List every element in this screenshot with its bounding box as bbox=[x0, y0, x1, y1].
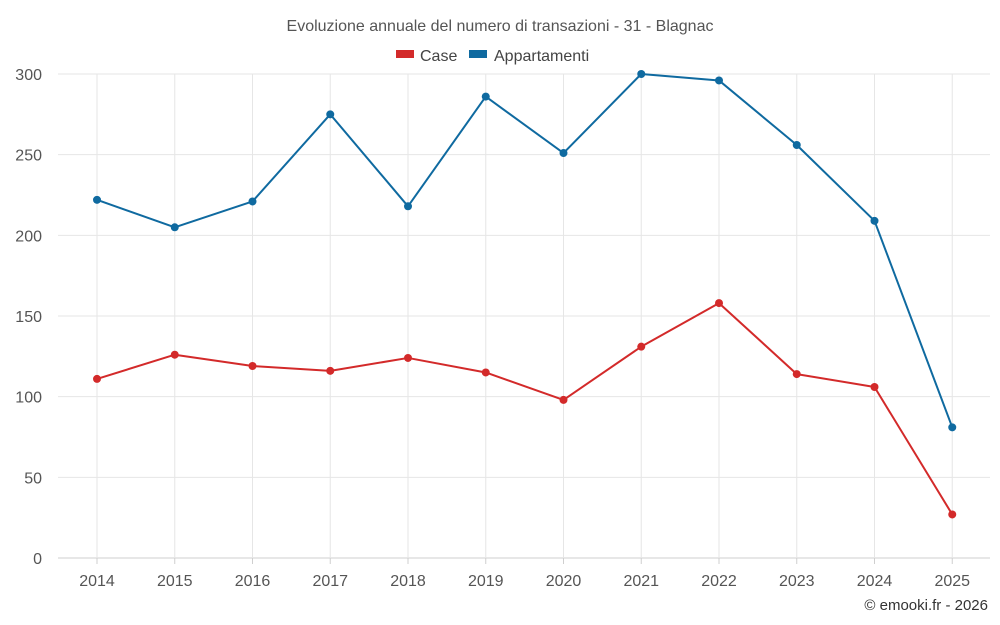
data-point-case-2019[interactable] bbox=[481, 368, 490, 377]
y-tick-label: 100 bbox=[15, 390, 42, 407]
data-point-appartamenti-2023[interactable] bbox=[792, 140, 801, 149]
data-point-appartamenti-2024[interactable] bbox=[870, 216, 879, 225]
data-point-appartamenti-2025[interactable] bbox=[948, 423, 957, 432]
data-point-case-2014[interactable] bbox=[93, 374, 101, 383]
x-tick-label: 2025 bbox=[934, 573, 970, 590]
data-point-case-2018[interactable] bbox=[404, 353, 412, 362]
y-tick-label: 250 bbox=[15, 148, 42, 165]
data-point-appartamenti-2022[interactable] bbox=[715, 76, 723, 85]
x-tick-label: 2019 bbox=[468, 573, 504, 590]
y-tick-label: 300 bbox=[15, 67, 42, 84]
x-tick-label: 2018 bbox=[390, 573, 426, 590]
data-point-case-2023[interactable] bbox=[792, 370, 801, 379]
legend-swatch-case bbox=[396, 50, 414, 58]
x-tick-label: 2014 bbox=[79, 573, 115, 590]
x-tick-label: 2023 bbox=[779, 573, 815, 590]
x-axis: 2014 2015 2016 2017 2018 2019 2020 2021 2022 2023… bbox=[79, 558, 970, 590]
x-tick-label: 2022 bbox=[701, 573, 737, 590]
data-point-appartamenti-2021[interactable] bbox=[637, 70, 646, 78]
data-point-case-2024[interactable] bbox=[870, 382, 879, 391]
y-tick-label: 0 bbox=[33, 551, 42, 568]
legend-label-appartamenti[interactable]: Appartamenti bbox=[494, 48, 589, 65]
legend-label-case[interactable]: Case bbox=[420, 48, 457, 65]
y-tick-label: 50 bbox=[24, 470, 42, 487]
series-line-case bbox=[96, 302, 954, 515]
data-point-case-2015[interactable] bbox=[170, 350, 179, 359]
y-tick-label: 150 bbox=[15, 309, 42, 326]
data-point-case-2022[interactable] bbox=[715, 299, 723, 308]
x-tick-label: 2021 bbox=[623, 573, 659, 590]
x-tick-label: 2015 bbox=[157, 573, 193, 590]
series-line-appartamenti bbox=[96, 73, 954, 428]
data-point-appartamenti-2018[interactable] bbox=[404, 202, 412, 211]
series-group bbox=[93, 70, 957, 519]
data-point-appartamenti-2020[interactable] bbox=[559, 149, 568, 158]
data-point-appartamenti-2015[interactable] bbox=[170, 223, 179, 232]
legend-swatch-appartamenti bbox=[469, 50, 487, 58]
data-point-case-2020[interactable] bbox=[559, 395, 568, 404]
grid-lines bbox=[58, 73, 990, 559]
data-point-case-2021[interactable] bbox=[637, 342, 646, 351]
data-point-appartamenti-2017[interactable] bbox=[326, 110, 335, 119]
x-tick-label: 2016 bbox=[235, 573, 271, 590]
data-point-appartamenti-2016[interactable] bbox=[248, 197, 257, 206]
y-tick-label: 200 bbox=[15, 228, 42, 245]
x-tick-label: 2020 bbox=[546, 573, 582, 590]
x-tick-label: 2024 bbox=[857, 573, 893, 590]
x-tick-label: 2017 bbox=[312, 573, 348, 590]
data-point-appartamenti-2019[interactable] bbox=[481, 92, 490, 101]
data-point-case-2017[interactable] bbox=[326, 366, 335, 375]
data-point-appartamenti-2014[interactable] bbox=[93, 195, 101, 204]
y-axis: 0 50 100 150 200 250 300 bbox=[15, 67, 42, 568]
data-point-case-2016[interactable] bbox=[248, 362, 257, 371]
data-point-case-2025[interactable] bbox=[948, 510, 957, 519]
credit-text: © emooki.fr - 2026 bbox=[864, 597, 988, 614]
chart-title: Evoluzione annuale del numero di transaz… bbox=[287, 18, 714, 35]
chart-legend: Case Appartamenti bbox=[396, 48, 589, 65]
